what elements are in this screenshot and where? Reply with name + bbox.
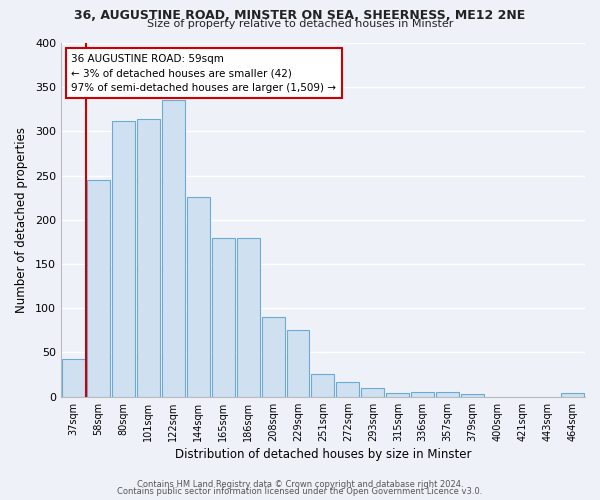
- Text: 36 AUGUSTINE ROAD: 59sqm
← 3% of detached houses are smaller (42)
97% of semi-de: 36 AUGUSTINE ROAD: 59sqm ← 3% of detache…: [71, 54, 337, 93]
- Bar: [337, 382, 359, 396]
- Text: Size of property relative to detached houses in Minster: Size of property relative to detached ho…: [147, 19, 453, 29]
- Bar: [87, 180, 110, 396]
- Bar: [361, 388, 385, 396]
- Bar: [187, 197, 209, 396]
- Bar: [112, 121, 135, 396]
- Bar: [162, 100, 185, 397]
- Bar: [287, 330, 310, 396]
- Text: Contains public sector information licensed under the Open Government Licence v3: Contains public sector information licen…: [118, 487, 482, 496]
- X-axis label: Distribution of detached houses by size in Minster: Distribution of detached houses by size …: [175, 448, 471, 461]
- Bar: [62, 358, 85, 397]
- Bar: [412, 392, 434, 396]
- Bar: [212, 238, 235, 396]
- Text: 36, AUGUSTINE ROAD, MINSTER ON SEA, SHEERNESS, ME12 2NE: 36, AUGUSTINE ROAD, MINSTER ON SEA, SHEE…: [74, 9, 526, 22]
- Bar: [137, 119, 160, 396]
- Bar: [311, 374, 334, 396]
- Bar: [262, 317, 284, 396]
- Bar: [461, 394, 484, 396]
- Text: Contains HM Land Registry data © Crown copyright and database right 2024.: Contains HM Land Registry data © Crown c…: [137, 480, 463, 489]
- Bar: [561, 393, 584, 396]
- Y-axis label: Number of detached properties: Number of detached properties: [15, 127, 28, 313]
- Bar: [386, 393, 409, 396]
- Bar: [436, 392, 459, 396]
- Bar: [236, 238, 260, 396]
